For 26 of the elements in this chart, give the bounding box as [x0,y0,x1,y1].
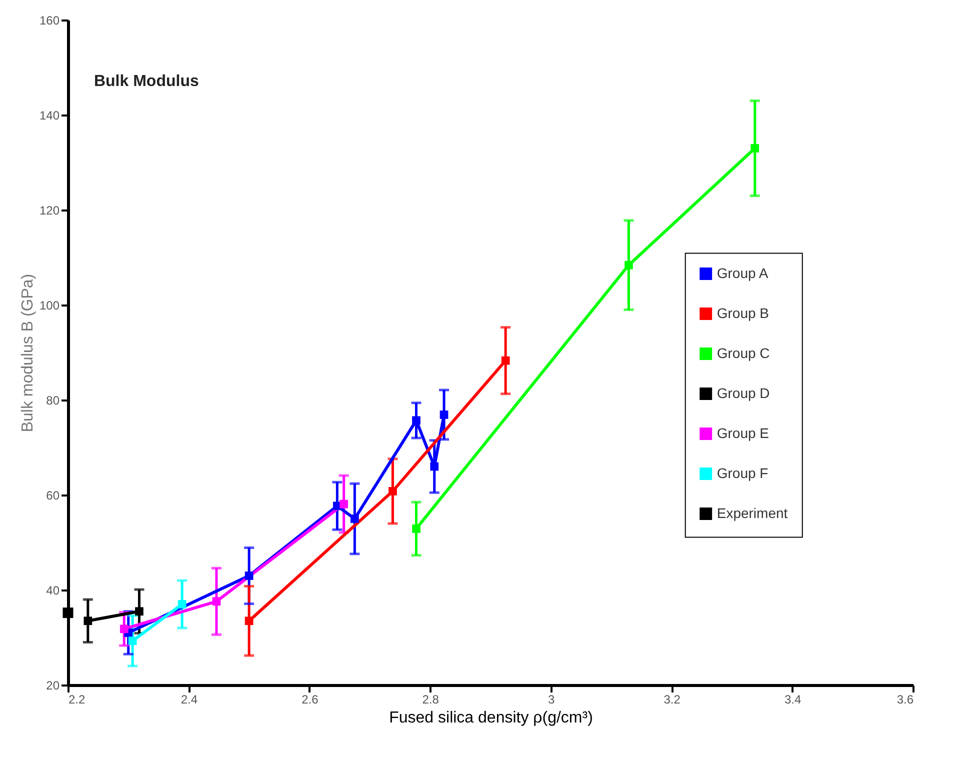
y-tick-label: 140 [39,108,60,122]
x-axis-title: Fused silica density ρ(g/cm³) [389,710,593,726]
legend-label: Group E [716,424,769,441]
legend-label: Group C [716,344,770,361]
x-tick-label: 3 [548,692,556,706]
legend-label: Group A [716,264,769,281]
x-tick-label: 2.6 [302,692,319,706]
x-tick-label: 2.2 [68,692,86,706]
y-tick-label: 60 [46,488,60,502]
legend-label: Group F [716,464,768,481]
legend-label: Experiment [716,504,788,521]
y-tick-label: 80 [46,394,60,408]
legend-label: Group B [716,304,769,321]
y-axis-title: Bulk modulus B (GPa) [19,274,36,432]
legend-label: Group D [716,384,770,401]
x-tick-label: 3.4 [784,692,802,706]
text: Bulk Modulus [94,73,199,90]
y-tick-label: 120 [39,204,60,218]
y-tick-label: 100 [39,298,60,312]
y-tick-label: 20 [46,678,60,692]
y-tick-label: 160 [39,14,60,28]
x-tick-label: 2.4 [180,692,198,706]
x-tick-label: 3.2 [664,692,681,706]
x-tick-label: 2.8 [422,692,440,706]
y-tick-label: 40 [46,584,60,598]
x-tick-label: 3.6 [896,692,914,706]
